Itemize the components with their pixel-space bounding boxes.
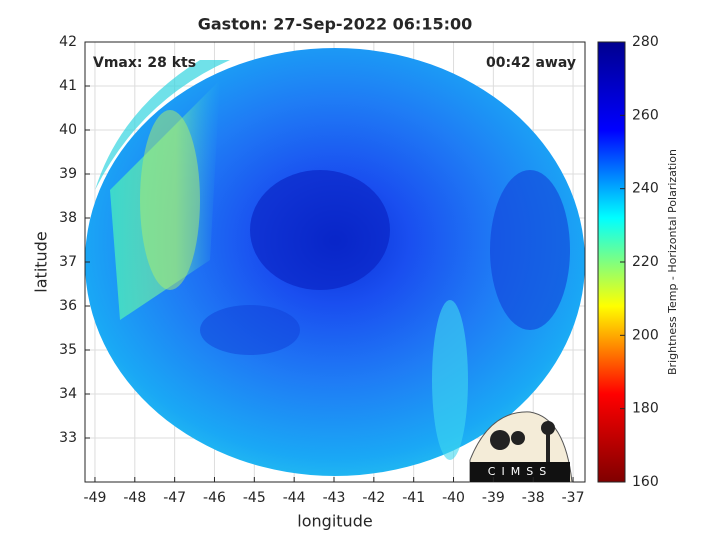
x-tick-label: -46 <box>203 490 226 506</box>
chart-title: Gaston: 27-Sep-2022 06:15:00 <box>198 15 473 34</box>
x-tick-label: -49 <box>84 490 107 506</box>
x-tick-label: -39 <box>482 490 505 506</box>
y-tick-label: 42 <box>59 34 77 50</box>
x-tick-label: -43 <box>323 490 346 506</box>
colorbar-tick-label: 260 <box>632 107 659 123</box>
y-tick-label: 37 <box>59 254 77 270</box>
x-tick-label: -45 <box>243 490 266 506</box>
colorbar-label: Brightness Temp - Horizontal Polarizatio… <box>666 149 679 375</box>
colorbar-tick-label: 180 <box>632 401 659 417</box>
y-axis-label: latitude <box>32 231 51 292</box>
annotation: Vmax: 28 kts <box>93 55 196 71</box>
satellite-image <box>85 48 585 476</box>
y-tick-label: 36 <box>59 298 77 314</box>
y-tick-label: 33 <box>59 430 77 446</box>
y-tick-label: 39 <box>59 166 77 182</box>
y-tick-label: 41 <box>59 78 77 94</box>
logo: CIMSS <box>469 411 573 483</box>
y-tick-label: 34 <box>59 386 77 402</box>
colorbar-tick-label: 160 <box>632 474 659 490</box>
x-tick-label: -38 <box>522 490 545 506</box>
x-tick-label: -37 <box>562 490 585 506</box>
y-tick-label: 40 <box>59 122 77 138</box>
annotation: 00:42 away <box>486 55 576 71</box>
x-tick-label: -42 <box>362 490 385 506</box>
y-tick-label: 38 <box>59 210 77 226</box>
x-tick-label: -41 <box>402 490 425 506</box>
colorbar-tick-label: 240 <box>632 181 659 197</box>
x-tick-label: -48 <box>123 490 146 506</box>
colorbar-tick-label: 280 <box>632 34 659 50</box>
y-tick-label: 35 <box>59 342 77 358</box>
colorbar-tick-label: 220 <box>632 254 659 270</box>
x-tick-label: -47 <box>163 490 186 506</box>
x-axis-label: longitude <box>297 512 372 531</box>
logo-text: CIMSS <box>488 465 552 478</box>
x-tick-label: -40 <box>442 490 465 506</box>
x-tick-label: -44 <box>283 490 306 506</box>
colorbar-tick-label: 200 <box>632 327 659 343</box>
